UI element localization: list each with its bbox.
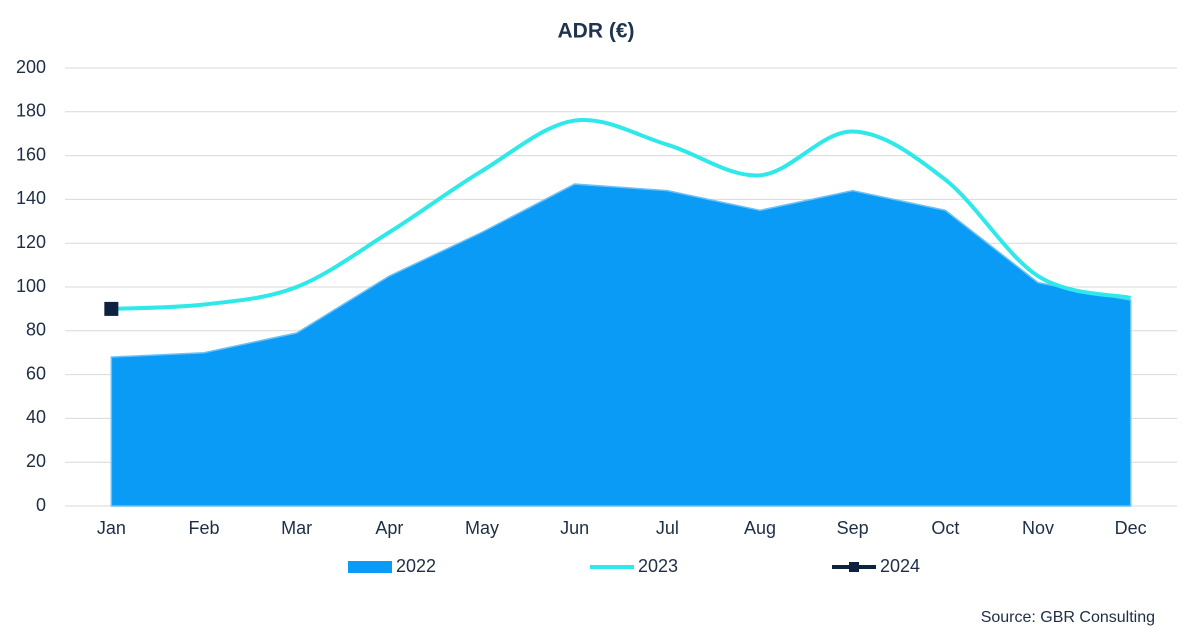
chart-title: ADR (€) [558, 20, 635, 43]
legend-label: 2024 [880, 556, 920, 576]
x-tick-label: Feb [188, 518, 219, 538]
legend-marker [849, 562, 859, 572]
y-tick-label: 20 [26, 451, 46, 471]
x-tick-label: Dec [1115, 518, 1147, 538]
x-tick-label: May [465, 518, 499, 538]
y-tick-label: 80 [26, 320, 46, 340]
y-tick-label: 40 [26, 407, 46, 427]
y-tick-label: 60 [26, 363, 46, 383]
y-tick-label: 140 [16, 188, 46, 208]
source-note: Source: GBR Consulting [981, 609, 1155, 626]
x-tick-label: Oct [931, 518, 959, 538]
x-tick-label: Apr [375, 518, 403, 538]
legend-label: 2022 [396, 556, 436, 576]
legend-label: 2023 [638, 556, 678, 576]
y-tick-label: 120 [16, 232, 46, 252]
legend-swatch [348, 561, 392, 573]
x-tick-label: Nov [1022, 518, 1054, 538]
y-tick-label: 100 [16, 276, 46, 296]
marker [104, 301, 119, 316]
y-tick-label: 200 [16, 57, 46, 77]
x-tick-label: Mar [281, 518, 312, 538]
x-tick-label: Aug [744, 518, 776, 538]
y-tick-label: 180 [16, 101, 46, 121]
y-tick-label: 160 [16, 144, 46, 164]
y-tick-label: 0 [36, 495, 46, 515]
x-tick-label: Jun [560, 518, 589, 538]
area [110, 183, 1132, 507]
x-tick-label: Sep [837, 518, 869, 538]
x-tick-label: Jul [656, 518, 679, 538]
line [111, 117, 1132, 311]
x-tick-label: Jan [97, 518, 126, 538]
